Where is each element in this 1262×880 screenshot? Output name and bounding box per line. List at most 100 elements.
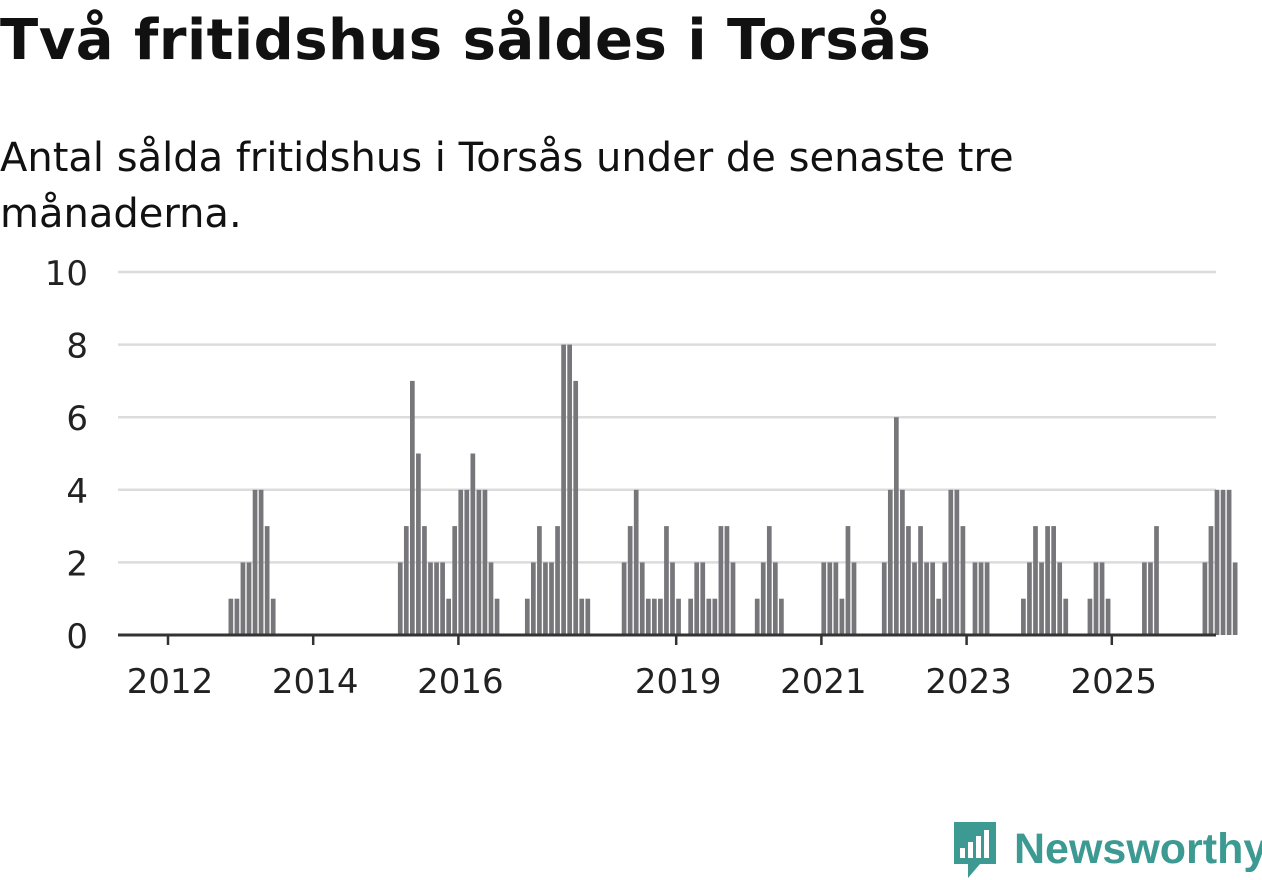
x-tick-label: 2012 <box>127 662 214 702</box>
bar <box>713 599 718 635</box>
bar <box>930 562 935 635</box>
x-tick-label: 2025 <box>1071 662 1158 702</box>
bar <box>573 381 578 635</box>
bar <box>628 526 633 635</box>
y-tick-label: 2 <box>66 544 88 584</box>
bar <box>483 490 488 635</box>
bar <box>416 454 421 636</box>
bar <box>700 562 705 635</box>
bar <box>428 562 433 635</box>
bar <box>1106 599 1111 635</box>
bar <box>1154 526 1159 635</box>
bar <box>924 562 929 635</box>
bar <box>961 526 966 635</box>
bar <box>731 562 736 635</box>
bar <box>664 526 669 635</box>
bar <box>1215 490 1220 635</box>
bar <box>555 526 560 635</box>
bar <box>525 599 530 635</box>
bar <box>229 599 234 635</box>
x-tick-label: 2019 <box>635 662 722 702</box>
bar <box>652 599 657 635</box>
bar <box>852 562 857 635</box>
bar <box>821 562 826 635</box>
bar <box>464 490 469 635</box>
y-tick-label: 8 <box>66 327 88 367</box>
bar <box>840 599 845 635</box>
bar <box>1148 562 1153 635</box>
bar <box>543 562 548 635</box>
x-tick-label: 2021 <box>780 662 867 702</box>
bar <box>918 526 923 635</box>
x-tick-label: 2023 <box>925 662 1012 702</box>
bar <box>1039 562 1044 635</box>
bar <box>489 562 494 635</box>
bar <box>434 562 439 635</box>
bar <box>779 599 784 635</box>
bar <box>955 490 960 635</box>
bar <box>537 526 542 635</box>
bar <box>725 526 730 635</box>
bar <box>1221 490 1226 635</box>
bar <box>579 599 584 635</box>
y-tick-label: 6 <box>66 399 88 439</box>
bar <box>495 599 500 635</box>
bar <box>912 562 917 635</box>
bar <box>670 562 675 635</box>
bar <box>1233 562 1238 635</box>
bar <box>767 526 772 635</box>
bar <box>471 454 476 636</box>
bar <box>1021 599 1026 635</box>
bar <box>1057 562 1062 635</box>
bar <box>446 599 451 635</box>
bar <box>253 490 258 635</box>
y-tick-label: 4 <box>66 472 88 512</box>
bar <box>1027 562 1032 635</box>
bar <box>942 562 947 635</box>
y-tick-label: 10 <box>45 254 88 294</box>
bar <box>948 490 953 635</box>
axis-layer <box>118 635 1216 645</box>
bar <box>1100 562 1105 635</box>
bar <box>676 599 681 635</box>
bar <box>549 562 554 635</box>
bar <box>1203 562 1208 635</box>
bar <box>634 490 639 635</box>
newsworthy-brand: Newsworthy <box>950 818 1262 880</box>
x-tick-label: 2016 <box>417 662 504 702</box>
bar <box>846 526 851 635</box>
bar <box>834 562 839 635</box>
bar-chart: 024681020122014201620192021202320252 <box>0 250 1262 710</box>
chart-title: Två fritidshus såldes i Torsås <box>0 8 931 73</box>
bar <box>410 381 415 635</box>
bar <box>979 562 984 635</box>
bar <box>882 562 887 635</box>
bar <box>646 599 651 635</box>
bar <box>888 490 893 635</box>
bar <box>247 562 252 635</box>
bar <box>1045 526 1050 635</box>
bar <box>404 526 409 635</box>
bar <box>894 417 899 635</box>
bar <box>622 562 627 635</box>
bar <box>773 562 778 635</box>
bar <box>985 562 990 635</box>
bar <box>900 490 905 635</box>
bar <box>1094 562 1099 635</box>
bar <box>241 562 246 635</box>
bar <box>567 345 572 635</box>
bar <box>658 599 663 635</box>
newsworthy-logo-icon <box>950 818 1000 880</box>
bar <box>271 599 276 635</box>
bar <box>1088 599 1093 635</box>
bar <box>640 562 645 635</box>
bar <box>265 526 270 635</box>
bar <box>706 599 711 635</box>
bar <box>1142 562 1147 635</box>
bar <box>936 599 941 635</box>
y-tick-label: 0 <box>66 617 88 657</box>
grid-layer <box>118 272 1216 562</box>
bar <box>973 562 978 635</box>
bar <box>688 599 693 635</box>
brand-name: Newsworthy <box>1014 825 1262 874</box>
